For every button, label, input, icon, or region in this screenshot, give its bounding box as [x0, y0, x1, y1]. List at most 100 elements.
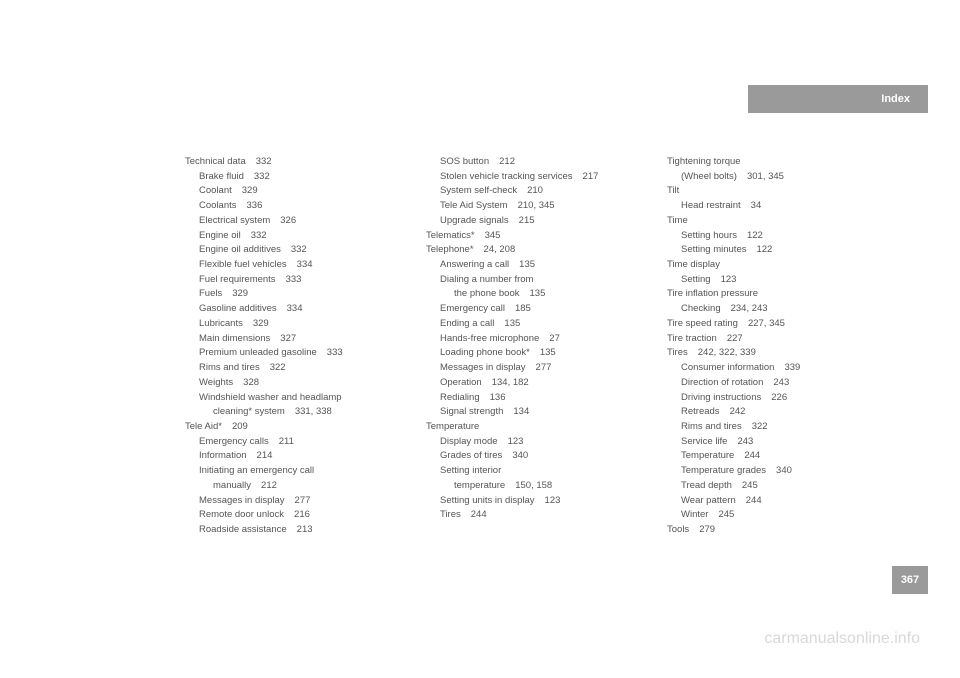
- entry-text: Tires: [440, 509, 461, 520]
- entry-text: Setting interior: [440, 465, 501, 476]
- index-entry: Windshield washer and headlamp: [185, 391, 418, 406]
- index-entry: Setting interior: [426, 464, 659, 479]
- entry-text: Emergency calls: [199, 436, 269, 447]
- entry-text: Telephone*: [426, 244, 474, 255]
- entry-page: 243: [763, 377, 789, 388]
- index-entry: Tires242, 322, 339: [667, 346, 900, 361]
- entry-text: Setting minutes: [681, 244, 746, 255]
- entry-text: Time: [667, 215, 688, 226]
- index-entry: Consumer information339: [667, 361, 900, 376]
- index-entry: Checking234, 243: [667, 302, 900, 317]
- index-entry: Wear pattern244: [667, 494, 900, 509]
- index-entry: Coolant329: [185, 184, 418, 199]
- entry-text: Signal strength: [440, 406, 503, 417]
- entry-text: Messages in display: [199, 495, 285, 506]
- entry-page: 227, 345: [738, 318, 785, 329]
- entry-page: 150, 158: [505, 480, 552, 491]
- entry-text: Telematics*: [426, 230, 475, 241]
- index-entry: Main dimensions327: [185, 332, 418, 347]
- index-entry: Driving instructions226: [667, 391, 900, 406]
- entry-text: Tires: [667, 347, 688, 358]
- index-entry: Winter245: [667, 508, 900, 523]
- index-entry: Temperature: [426, 420, 659, 435]
- index-entry: Dialing a number from: [426, 273, 659, 288]
- entry-text: Rims and tires: [681, 421, 742, 432]
- index-entry: Time: [667, 214, 900, 229]
- entry-page: 216: [284, 509, 310, 520]
- index-entry: Rims and tires322: [185, 361, 418, 376]
- index-entry: Tires244: [426, 508, 659, 523]
- index-entry: Technical data332: [185, 155, 418, 170]
- entry-text: Initiating an emergency call: [199, 465, 314, 476]
- entry-page: 123: [498, 436, 524, 447]
- entry-page: 134, 182: [482, 377, 529, 388]
- entry-text: Service life: [681, 436, 727, 447]
- entry-page: 136: [480, 392, 506, 403]
- index-entry: manually212: [185, 479, 418, 494]
- page-number: 367: [901, 574, 919, 586]
- index-entry: Flexible fuel vehicles334: [185, 258, 418, 273]
- entry-page: 244: [734, 450, 760, 461]
- index-entry: Setting hours122: [667, 229, 900, 244]
- index-entry: Emergency calls211: [185, 435, 418, 450]
- entry-page: 345: [475, 230, 501, 241]
- index-entry: Roadside assistance213: [185, 523, 418, 538]
- entry-page: 244: [736, 495, 762, 506]
- index-entry: Premium unleaded gasoline333: [185, 346, 418, 361]
- entry-page: 332: [246, 156, 272, 167]
- index-entry: Tilt: [667, 184, 900, 199]
- entry-page: 340: [502, 450, 528, 461]
- entry-text: Temperature: [681, 450, 734, 461]
- entry-page: 333: [317, 347, 343, 358]
- index-entry: Tools279: [667, 523, 900, 538]
- entry-page: 226: [761, 392, 787, 403]
- index-entry: Tire traction227: [667, 332, 900, 347]
- entry-page: 214: [247, 450, 273, 461]
- index-entry: Messages in display277: [426, 361, 659, 376]
- entry-text: Remote door unlock: [199, 509, 284, 520]
- index-entry: Coolants336: [185, 199, 418, 214]
- entry-page: 277: [285, 495, 311, 506]
- index-entry: Display mode123: [426, 435, 659, 450]
- entry-text: System self-check: [440, 185, 517, 196]
- entry-text: SOS button: [440, 156, 489, 167]
- entry-page: 322: [742, 421, 768, 432]
- index-entry: Telematics*345: [426, 229, 659, 244]
- entry-text: Temperature grades: [681, 465, 766, 476]
- entry-text: Dialing a number from: [440, 274, 533, 285]
- index-entry: cleaning* system331, 338: [185, 405, 418, 420]
- entry-page: 332: [281, 244, 307, 255]
- index-entry: Tire inflation pressure: [667, 287, 900, 302]
- entry-page: 242, 322, 339: [688, 347, 756, 358]
- index-entry: Head restraint34: [667, 199, 900, 214]
- entry-text: Fuel requirements: [199, 274, 276, 285]
- index-entry: Time display: [667, 258, 900, 273]
- entry-text: Main dimensions: [199, 333, 270, 344]
- entry-text: Emergency call: [440, 303, 505, 314]
- header-title: Index: [881, 93, 910, 105]
- entry-page: 212: [489, 156, 515, 167]
- entry-page: 34: [741, 200, 762, 211]
- index-entry: Brake fluid332: [185, 170, 418, 185]
- entry-text: Display mode: [440, 436, 498, 447]
- index-content: Technical data332Brake fluid332Coolant32…: [185, 155, 900, 538]
- index-entry: Upgrade signals215: [426, 214, 659, 229]
- entry-text: Driving instructions: [681, 392, 761, 403]
- index-entry: Redialing136: [426, 391, 659, 406]
- entry-page: 135: [530, 347, 556, 358]
- entry-page: 134: [503, 406, 529, 417]
- entry-text: Ending a call: [440, 318, 494, 329]
- entry-text: Tire traction: [667, 333, 717, 344]
- index-entry: Fuels329: [185, 287, 418, 302]
- entry-text: Weights: [199, 377, 233, 388]
- entry-page: 210, 345: [508, 200, 555, 211]
- entry-text: Engine oil: [199, 230, 241, 241]
- index-entry: Grades of tires340: [426, 449, 659, 464]
- entry-page: 242: [720, 406, 746, 417]
- index-entry: Remote door unlock216: [185, 508, 418, 523]
- entry-page: 327: [270, 333, 296, 344]
- index-entry: Engine oil additives332: [185, 243, 418, 258]
- entry-page: 245: [708, 509, 734, 520]
- entry-text: Checking: [681, 303, 721, 314]
- entry-page: 123: [535, 495, 561, 506]
